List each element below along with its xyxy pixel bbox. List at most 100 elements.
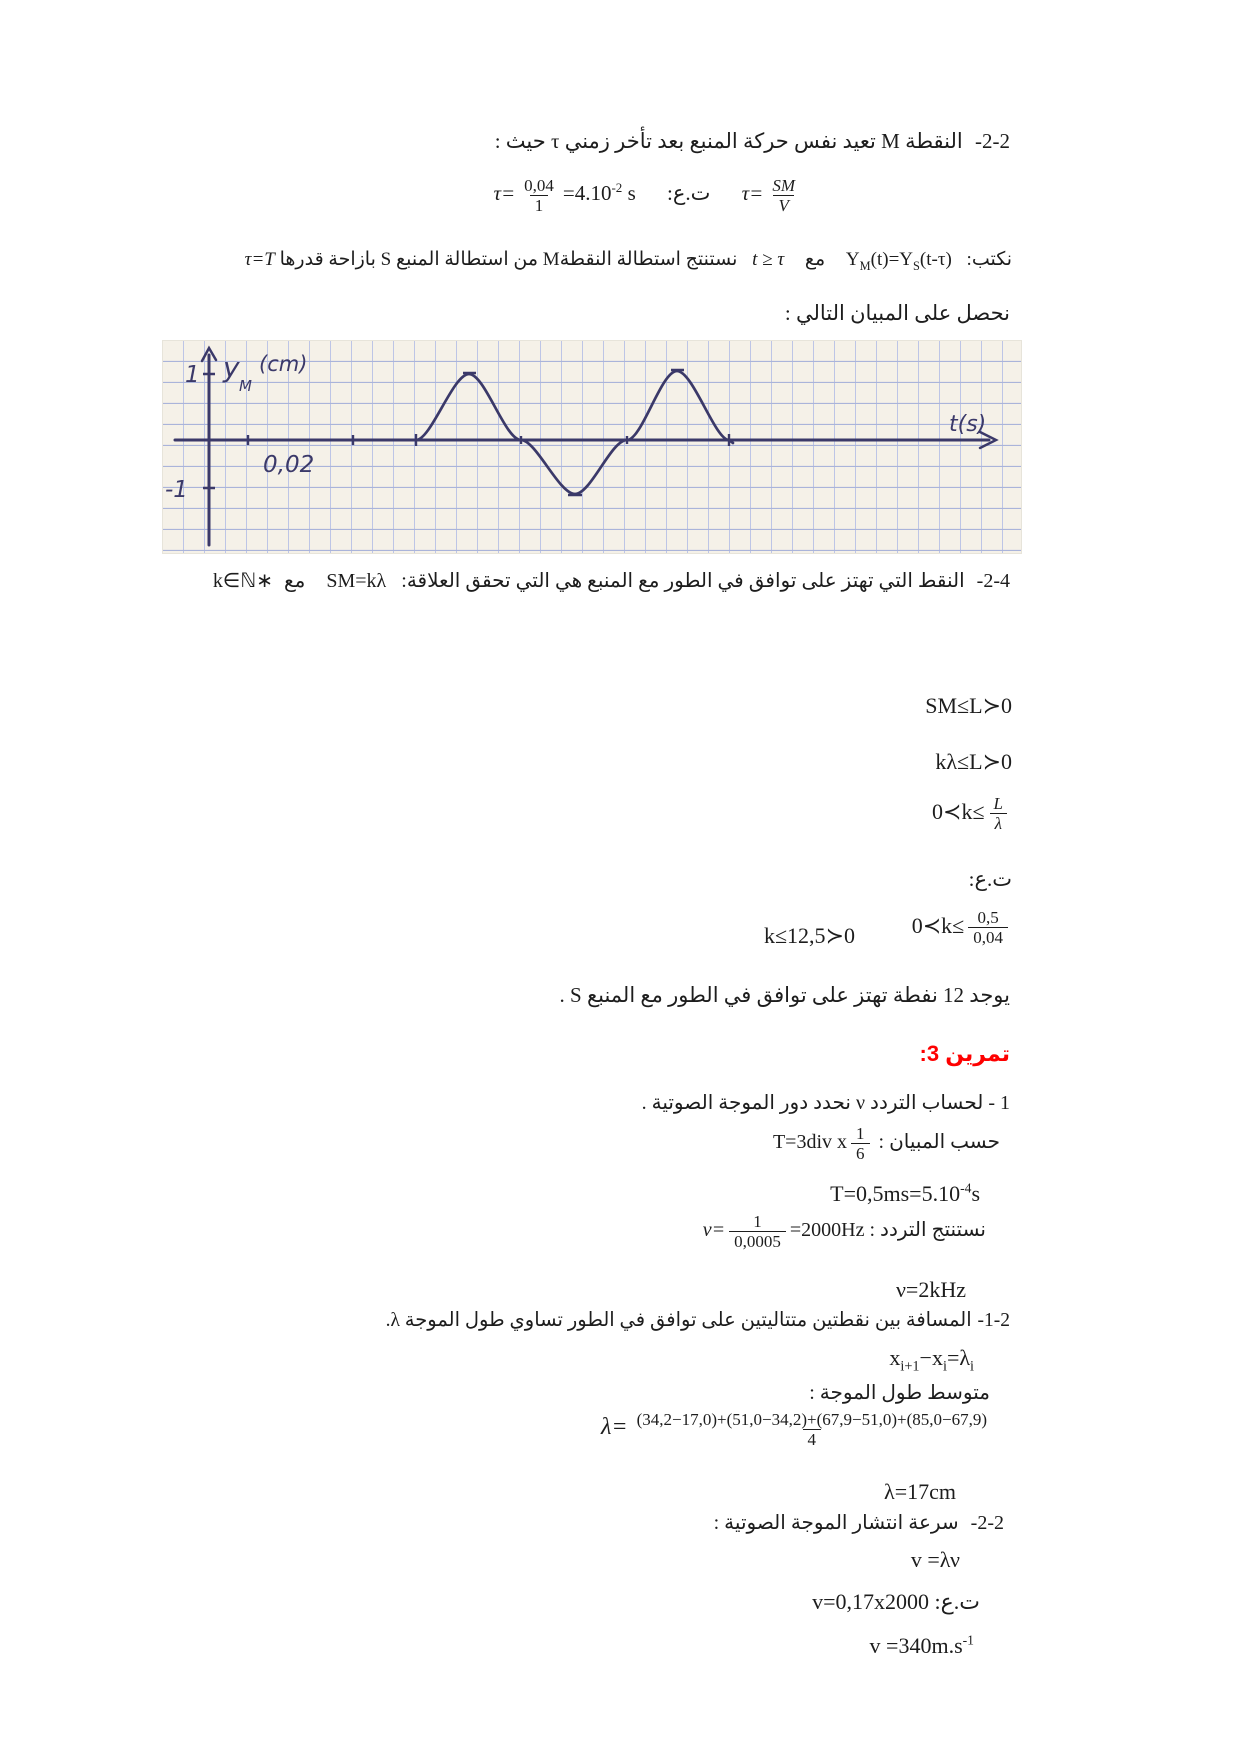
y-ticks [203,372,215,490]
sub-m: M [859,258,871,273]
fraction-numerator: L [993,794,1003,813]
tau-lhs: τ= [493,181,516,206]
speed-formula-line: v =λν [910,1547,960,1572]
question-2-1-line: 2-1- المسافة بين نقطتين متتاليتين على تو… [386,1308,1010,1333]
inequality-result: 0≺k≤12,5 [763,923,855,948]
result-unit: s [622,181,636,206]
tau-calculation-formula: τ= 0,04 1 =4.10-2 s [493,176,636,215]
value-base: T=0,5ms=5.10 [830,1181,961,1207]
frequency-result: =2000Hz [789,1219,865,1242]
y-axis-unit-label: (cm) [259,352,307,376]
tau-formula-row: τ= SM V ت.ع: τ= 0,04 1 =4.10-2 s [493,176,804,215]
period-value-formula: T=0,5ms=5.10-4s [830,1181,980,1206]
ym-ys-formula: YM(t)=YS(t-τ) [846,249,952,273]
tau-definition-formula: τ= SM V [741,176,804,215]
section-2-2-heading: 2-2- النقطة M تعيد نفس حركة المنبع بعد ت… [495,128,1010,155]
wavelength-relation-formula: xi+1−xi=λi [889,1345,974,1374]
fraction-1-00005: 1 0,0005 [729,1212,786,1251]
value-exponent: -1 [962,1633,974,1648]
sub-s: S [913,258,920,273]
wavelength-relation-line: xi+1−xi=λi [889,1344,974,1376]
deduction-text: نستنتج استطالة النقطةM من استطالة المنبع… [279,249,738,270]
grid-paper [163,341,1021,553]
y-min-label: -1 [165,477,188,503]
fraction-numerator: 1 [753,1212,762,1231]
item-number: 2-2- [970,1512,1004,1534]
question-1-line: 1 - لحساب التردد ν نحدد دور الموجة الصوت… [641,1092,1010,1114]
speed-value-formula: v =340m.s-1 [870,1633,974,1658]
fraction-denominator: λ [989,813,1007,833]
frequency-formula: ν= 1 0,0005 =2000Hz [702,1212,865,1251]
fraction-denominator: 0,0005 [729,1231,786,1251]
result-exponent: -2 [611,180,623,196]
frequency-calculation-line: نستنتج التردد : ν= 1 0,0005 =2000Hz [697,1212,986,1251]
wave-curve [175,369,735,496]
item-number: 4-2- [976,570,1010,592]
fraction-sm-v: SM V [767,176,800,215]
wavelength-value-line: λ=17cm [884,1479,956,1504]
value-unit: s [971,1181,980,1207]
inequality-lhs: 0≺k≤ [932,798,985,824]
period-value-line: T=0,5ms=5.10-4s [830,1180,980,1209]
nu-lhs: ν= [702,1219,726,1242]
fraction-004-1: 0,04 1 [519,176,559,215]
with-word: مع [284,570,306,592]
fraction-numerator: 1 [856,1124,865,1143]
with-word: مع [804,249,826,270]
x-axis-arrow [978,430,999,450]
section-4-2-heading: 4-2- النقط التي تهتز على توافق في الطور … [199,568,1010,594]
value-base: v =340m.s [869,1633,963,1659]
graph-photo: 1 -1 y M (cm) 0,02 t(s) [162,340,1022,554]
graph-intro-line: نحصل على المبيان التالي : [784,301,1010,325]
y-axis-arrow [200,345,218,363]
tau-equals-T: τ=T [244,249,275,270]
numeric-application-label: ت.ع: [667,181,711,206]
y-axis-label: y [222,351,240,384]
write-label: نكتب: [966,249,1012,270]
lambda-lhs: λ= [601,1414,628,1441]
value-exponent: -4 [960,1181,972,1196]
item-number: 2-2- [975,129,1010,153]
fraction-denominator: 0,04 [968,927,1008,947]
y-axis-sub-label: M [239,377,252,395]
heading-text: النقط التي تهتز على توافق في الطور مع ال… [401,570,965,592]
speed-calculation: v=0,17x2000 [812,1589,930,1614]
question-text: سرعة انتشار الموجة الصوتية : [713,1512,959,1534]
sm-kl-relation: SM=kλ [326,570,387,592]
heading-text: النقطة M تعيد نفس حركة المنبع بعد تأخر ز… [494,129,963,153]
result-mantissa: =4.10 [562,181,612,206]
fraction-distances: (34,2−17,0)+(51,0−34,2)+(67,9−51,0)+(85,… [632,1410,992,1449]
sub-i-plus-1: i+1 [900,1358,920,1375]
frequency-khz-line: ν=2kHz [895,1277,966,1302]
fraction-numerator: 0,04 [524,176,554,195]
inequality-expression: 0≺k≤ 0,5 0,04 [912,908,1012,947]
speed-value-line: v =340m.s-1 [870,1632,974,1661]
speed-calculation-line: ت.ع: v=0,17x2000 [784,1588,980,1617]
fraction-05-004: 0,5 0,04 [968,908,1008,947]
numeric-application-label: ت.ع: [968,867,1012,891]
formula-mid: (t)=Y [870,249,914,270]
inequality-numeric-fraction: 0≺k≤ 0,5 0,04 [912,908,1012,947]
formula-lhs: T=3div x [772,1131,848,1154]
minus-x: −x [919,1345,943,1370]
x-symbol: x [889,1345,901,1370]
fraction-denominator: 6 [851,1143,870,1163]
y-max-label: 1 [185,362,200,388]
x-axis-label: t(s) [949,412,986,437]
numeric-application-label: ت.ع: [934,1589,980,1614]
wave-equation-line: نكتب: YM(t)=YS(t-τ) مع t ≥ τ نستنتج استط… [237,248,1012,274]
wavelength-average-formula: λ= (34,2−17,0)+(51,0−34,2)+(67,9−51,0)+(8… [601,1410,996,1449]
k-domain: k∈ℕ∗ [212,570,274,592]
tau-lhs: τ= [741,181,764,206]
frequency-label: نستنتج التردد : [869,1219,986,1242]
sub-i: i [970,1358,974,1375]
fraction-numerator: SM [772,176,795,195]
fraction-numerator: 0,5 [977,908,999,927]
average-wavelength-label: متوسط طول الموجة : [809,1382,990,1404]
fraction-denominator: 4 [802,1429,822,1449]
equals-lambda: =λ [946,1345,971,1370]
